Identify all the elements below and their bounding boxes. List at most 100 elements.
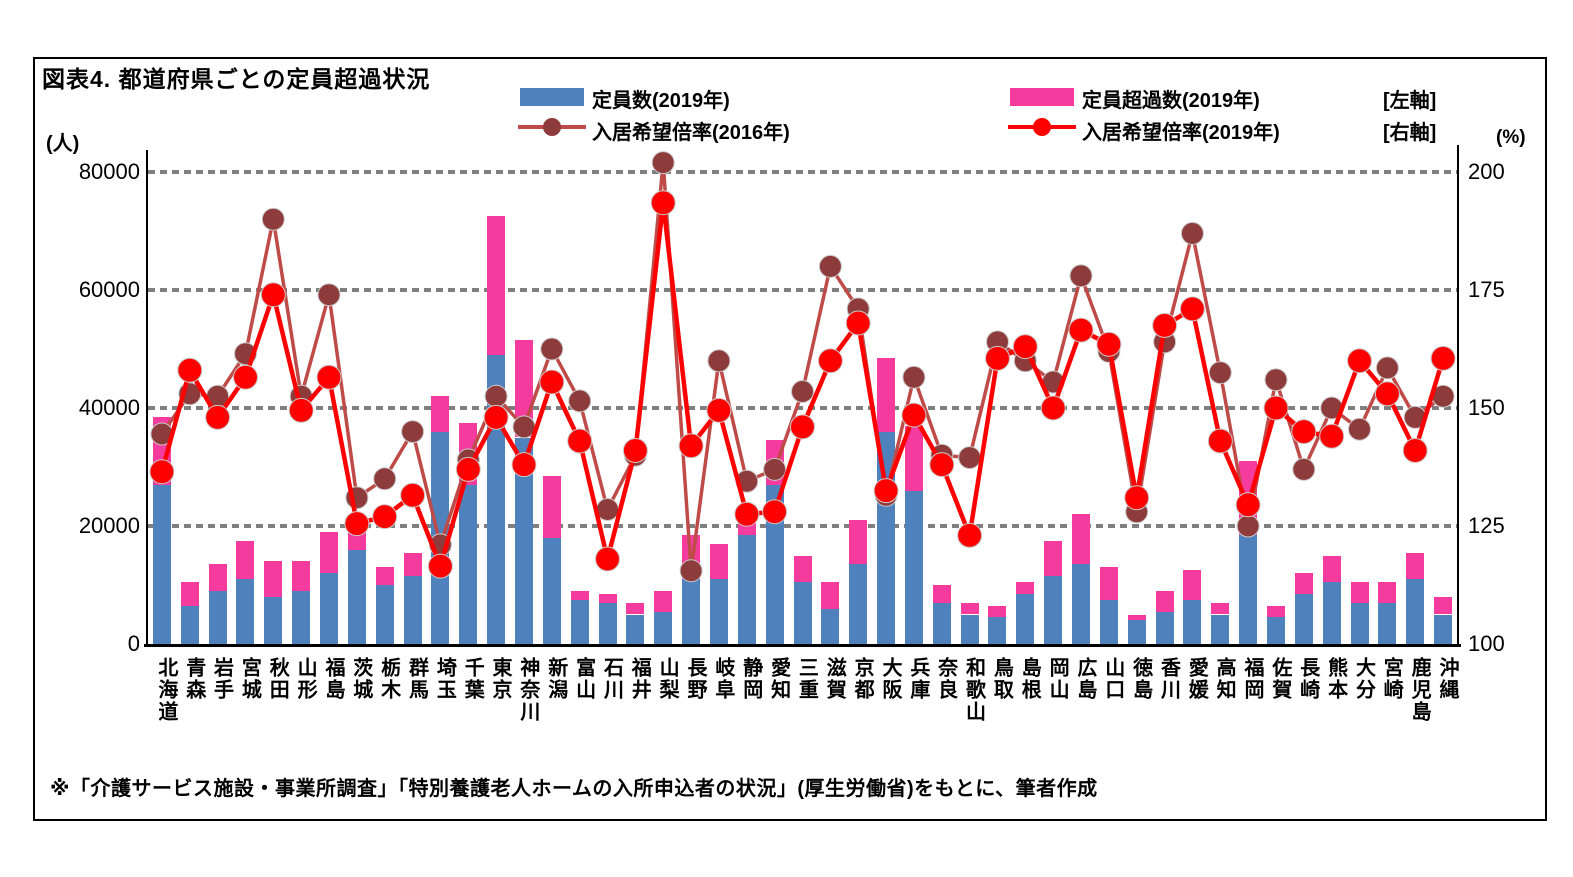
ratio2019-marker-山形 <box>288 397 314 423</box>
ratio2019-marker-岡山 <box>1040 395 1066 421</box>
ratio2016-marker-福島 <box>317 283 341 307</box>
capacity-bar-福岡 <box>1239 534 1258 644</box>
excess-bar-三重 <box>793 555 812 583</box>
marker-2019-icon <box>1033 118 1051 136</box>
ratio2016-marker-秋田 <box>261 207 285 231</box>
ratio2019-marker-群馬 <box>400 482 426 508</box>
ratio2019-marker-熊本 <box>1319 423 1345 449</box>
ratio2016-marker-富山 <box>568 389 592 413</box>
x-axis-label-福岡: 福岡 <box>1241 657 1264 701</box>
capacity-bar-沖縄 <box>1434 614 1453 644</box>
left-axis-unit: (人) <box>46 133 80 155</box>
x-axis-label-三重: 三重 <box>795 657 818 701</box>
ratio2019-marker-茨城 <box>344 511 370 537</box>
capacity-bar-兵庫 <box>904 490 923 644</box>
capacity-bar-大分 <box>1350 602 1369 644</box>
right-axis-line <box>1457 145 1459 647</box>
capacity-bar-茨城 <box>347 549 366 644</box>
x-axis-label-茨城: 茨城 <box>349 657 372 701</box>
ratio2019-marker-鹿児島 <box>1402 438 1428 463</box>
left-axis-tag: [左軸] <box>1383 90 1437 112</box>
ratio2019-marker-沖縄 <box>1430 345 1456 371</box>
excess-bar-宮崎 <box>1378 582 1397 603</box>
x-axis-label-広島: 広島 <box>1073 657 1096 701</box>
left-axis-tick: 40000 <box>78 395 140 420</box>
capacity-bar-千葉 <box>459 484 478 644</box>
capacity-bar-宮城 <box>236 579 255 644</box>
excess-bar-茨城 <box>347 531 366 550</box>
capacity-bar-広島 <box>1072 564 1090 644</box>
legend-excess-label: 定員超過数(2019年) <box>1082 90 1260 112</box>
capacity-bar-島根 <box>1016 593 1035 644</box>
ratio2019-marker-鳥取 <box>985 345 1010 371</box>
x-axis-label-奈良: 奈良 <box>934 657 957 701</box>
capacity-bar-北海道 <box>152 484 171 644</box>
excess-bar-秋田 <box>264 561 283 597</box>
ratio2019-marker-神奈川 <box>511 452 537 478</box>
x-axis-label-東京: 東京 <box>489 657 512 701</box>
ratio2019-marker-青森 <box>177 357 203 383</box>
x-axis-line <box>144 644 1461 647</box>
capacity-bar-三重 <box>793 582 812 644</box>
x-axis-label-青森: 青森 <box>182 657 205 701</box>
ratio2016-marker-山梨 <box>651 151 675 175</box>
excess-bar-高知 <box>1211 602 1230 615</box>
capacity-bar-山口 <box>1099 599 1118 644</box>
ratio2016-marker-愛知 <box>763 457 787 481</box>
right-axis-tick: 200 <box>1468 159 1505 184</box>
capacity-bar-福井 <box>626 614 645 644</box>
ratio2016-marker-長崎 <box>1292 457 1316 481</box>
ratio2019-marker-高知 <box>1207 428 1233 454</box>
ratio2019-marker-北海道 <box>149 459 175 485</box>
excess-bar-兵庫 <box>904 425 923 491</box>
ratio2019-marker-福岡 <box>1235 492 1261 518</box>
chart-title: 図表4. 都道府県ごとの定員超過状況 <box>42 66 431 92</box>
excess-bar-栃木 <box>375 567 394 585</box>
capacity-bar-福島 <box>320 573 339 644</box>
left-axis-tick: 0 <box>127 631 140 656</box>
x-axis-label-長野: 長野 <box>684 657 706 701</box>
ratio2016-marker-兵庫 <box>902 365 926 389</box>
right-axis-tick: 175 <box>1468 277 1505 302</box>
ratio2016-marker-福岡 <box>1236 514 1260 538</box>
excess-bar-大阪 <box>877 357 896 432</box>
ratio2016-marker-和歌山 <box>958 446 982 470</box>
x-axis-label-福島: 福島 <box>321 657 344 701</box>
left-axis-tick: 60000 <box>78 277 140 302</box>
legend-capacity-label: 定員数(2019年) <box>592 90 730 112</box>
ratio2019-marker-大分 <box>1347 348 1372 374</box>
excess-bar-埼玉 <box>431 396 450 432</box>
excess-bar-群馬 <box>403 552 422 577</box>
gridline-60000 <box>148 288 1457 292</box>
capacity-bar-山形 <box>292 590 311 644</box>
excess-bar-山口 <box>1099 567 1118 600</box>
ratio2016-marker-新潟 <box>540 337 564 361</box>
ratio2016-marker-大分 <box>1348 417 1371 441</box>
capacity-bar-鹿児島 <box>1406 579 1425 644</box>
capacity-bar-秋田 <box>264 596 283 644</box>
capacity-bar-佐賀 <box>1266 617 1285 644</box>
legend-ratio2019-swatch <box>1008 117 1076 137</box>
excess-bar-大分 <box>1350 582 1369 603</box>
excess-bar-青森 <box>180 582 199 606</box>
capacity-bar-山梨 <box>654 611 673 644</box>
ratio2019-marker-福島 <box>316 364 342 390</box>
excess-bar-東京 <box>487 216 506 355</box>
ratio2019-marker-愛媛 <box>1179 296 1205 322</box>
excess-bar-岡山 <box>1044 540 1063 577</box>
excess-bar-福島 <box>320 531 339 574</box>
x-axis-label-佐賀: 佐賀 <box>1268 657 1291 701</box>
left-axis-ticks: 0 20000 40000 60000 80000 <box>48 150 140 656</box>
ratio2019-marker-千葉 <box>455 456 481 482</box>
x-axis-label-山形: 山形 <box>294 657 317 701</box>
x-axis-label-群馬: 群馬 <box>405 657 428 701</box>
left-axis-line <box>146 150 148 647</box>
ratio2019-marker-新潟 <box>539 369 565 395</box>
x-axis-label-愛媛: 愛媛 <box>1185 657 1208 701</box>
x-axis-label-徳島: 徳島 <box>1129 657 1152 701</box>
ratio2016-marker-愛媛 <box>1180 221 1204 245</box>
right-axis-tag: [右軸] <box>1383 122 1437 144</box>
ratio2019-marker-徳島 <box>1124 485 1150 511</box>
capacity-bar-長野 <box>682 579 701 644</box>
capacity-bar-岩手 <box>208 590 227 644</box>
